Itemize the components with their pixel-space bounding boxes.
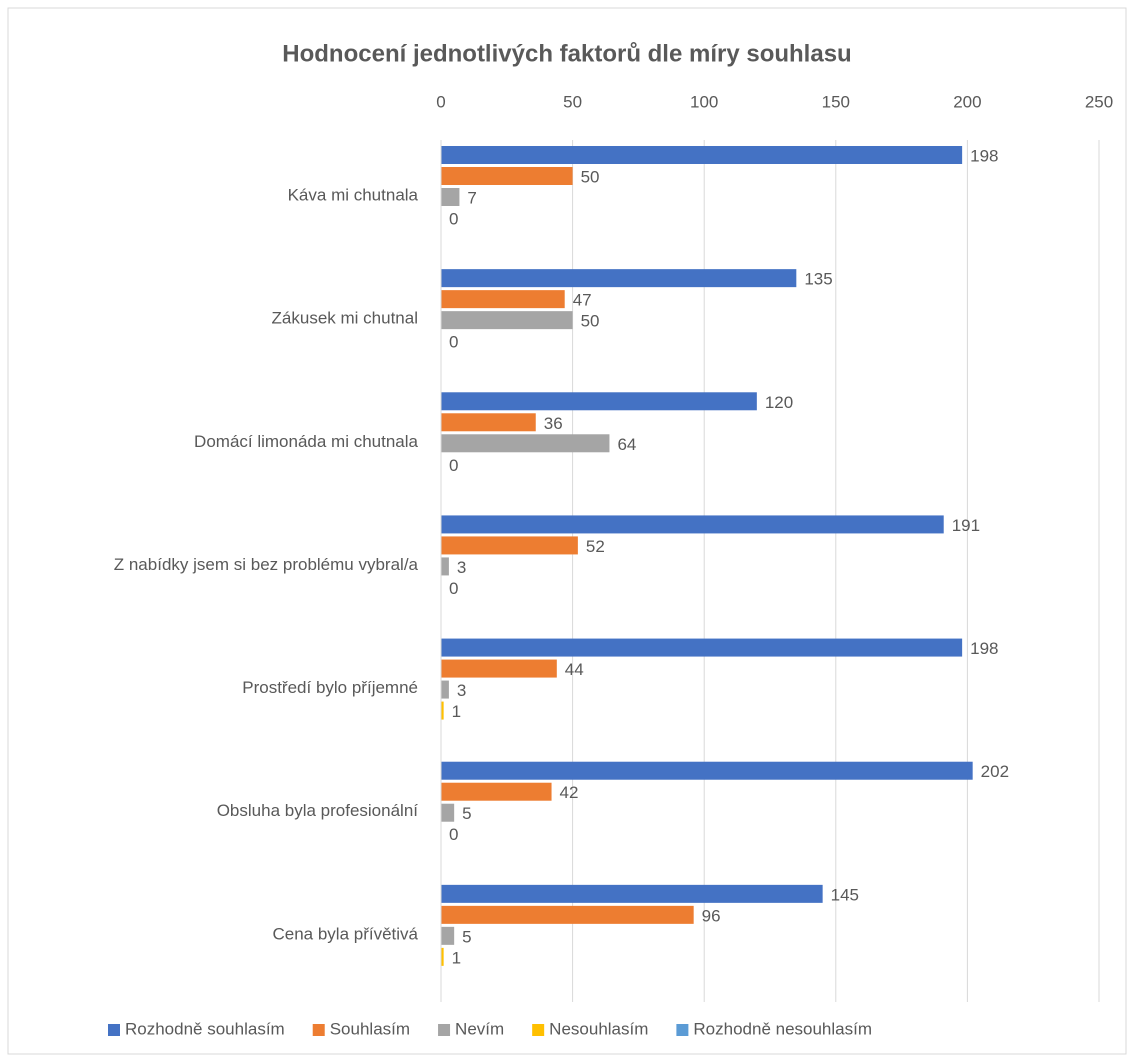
bar	[441, 884, 823, 903]
legend-swatch	[438, 1024, 451, 1036]
chart-title: Hodnocení jednotlivých faktorů dle míry …	[282, 40, 851, 67]
value-label: 0	[449, 825, 458, 844]
value-label: 47	[573, 291, 592, 310]
bar	[441, 638, 963, 657]
legend-label: Rozhodně souhlasím	[125, 1019, 285, 1038]
value-label: 36	[544, 414, 563, 433]
value-label: 5	[462, 927, 471, 946]
legend-swatch	[312, 1024, 325, 1036]
legend-label: Nevím	[455, 1019, 504, 1038]
bar	[441, 659, 557, 678]
value-label: 5	[462, 804, 471, 823]
category-label: Obsluha byla profesionální	[217, 801, 419, 820]
value-label: 202	[981, 762, 1009, 781]
legend-label: Nesouhlasím	[549, 1019, 648, 1038]
x-tick-label: 100	[690, 92, 718, 111]
bar	[441, 803, 455, 822]
bar	[441, 536, 578, 555]
bar	[441, 557, 449, 576]
value-label: 50	[581, 167, 600, 186]
x-tick-label: 250	[1085, 92, 1113, 111]
bar	[441, 146, 963, 164]
value-label: 0	[449, 333, 458, 352]
value-label: 120	[765, 393, 793, 412]
value-label: 3	[457, 681, 466, 700]
category-label: Domácí limonáda mi chutnala	[194, 432, 418, 451]
bar	[441, 926, 455, 945]
value-label: 0	[449, 209, 458, 228]
value-label: 135	[804, 270, 832, 289]
bar	[441, 434, 610, 453]
bar	[441, 269, 797, 288]
bar	[441, 680, 449, 699]
value-label: 52	[586, 537, 605, 556]
value-label: 191	[952, 516, 980, 535]
bar	[441, 701, 444, 720]
value-label: 198	[970, 639, 998, 658]
bar	[441, 761, 973, 780]
x-tick-label: 150	[822, 92, 850, 111]
category-label: Cena byla přívětivá	[272, 924, 418, 943]
bar	[441, 515, 944, 534]
value-label: 42	[560, 783, 579, 802]
bar	[441, 167, 573, 185]
category-label: Zákusek mi chutnal	[272, 309, 418, 328]
legend-swatch	[108, 1024, 120, 1036]
value-label: 44	[565, 660, 584, 679]
legend-label: Souhlasím	[330, 1019, 410, 1038]
x-tick-label: 0	[436, 92, 445, 111]
bar	[441, 782, 552, 801]
category-label: Prostředí bylo příjemné	[242, 678, 418, 697]
bar	[441, 413, 536, 432]
category-label: Káva mi chutnala	[288, 185, 419, 204]
value-label: 7	[467, 188, 476, 207]
value-label: 198	[970, 146, 998, 165]
bar	[441, 947, 444, 966]
x-tick-label: 50	[563, 92, 582, 111]
bar	[441, 905, 694, 924]
bar	[441, 392, 757, 411]
legend-label: Rozhodně nesouhlasím	[693, 1019, 872, 1038]
value-label: 50	[581, 312, 600, 331]
value-label: 0	[449, 579, 458, 598]
legend-swatch	[676, 1024, 689, 1036]
value-label: 64	[617, 435, 636, 454]
category-label: Z nabídky jsem si bez problému vybral/a	[114, 555, 419, 574]
bar	[441, 290, 565, 309]
bar	[441, 311, 573, 330]
x-tick-label: 200	[953, 92, 981, 111]
value-label: 145	[831, 885, 859, 904]
value-label: 1	[452, 702, 461, 721]
value-label: 96	[702, 906, 721, 925]
legend-swatch	[532, 1024, 545, 1036]
value-label: 0	[449, 456, 458, 475]
value-label: 3	[457, 558, 466, 577]
bar	[441, 188, 460, 206]
value-label: 1	[452, 948, 461, 967]
